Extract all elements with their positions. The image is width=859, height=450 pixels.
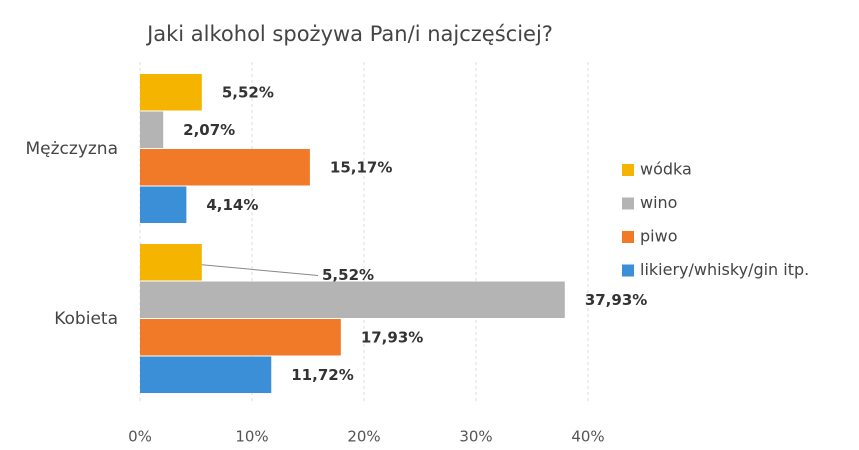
chart-title: Jaki alkohol spożywa Pan/i najczęściej? — [145, 22, 553, 46]
value-label: 37,93% — [585, 291, 647, 309]
bar — [140, 186, 187, 223]
x-tick-label: 30% — [459, 428, 492, 446]
x-tick-label: 40% — [571, 428, 604, 446]
value-label: 11,72% — [291, 366, 353, 384]
bar — [140, 281, 565, 318]
legend-swatch — [622, 264, 634, 277]
value-label: 5,52% — [322, 266, 374, 284]
legend-label: wino — [640, 193, 677, 212]
value-label: 5,52% — [222, 83, 274, 101]
value-label: 2,07% — [183, 121, 235, 139]
value-label: 15,17% — [330, 158, 392, 176]
category-label: Mężczyzna — [26, 139, 119, 159]
bar — [140, 319, 341, 356]
value-label: 17,93% — [361, 328, 423, 346]
legend-label: piwo — [640, 227, 677, 246]
bar — [140, 111, 164, 148]
legend-label: likiery/whisky/gin itp. — [640, 260, 809, 279]
bar — [140, 149, 310, 186]
x-tick-label: 10% — [235, 428, 268, 446]
bar — [140, 244, 202, 281]
category-label: Kobieta — [54, 309, 118, 329]
legend-swatch — [622, 197, 634, 210]
legend-label: wódka — [640, 160, 692, 179]
leader-line — [201, 264, 319, 276]
bar — [140, 74, 202, 111]
value-label: 4,14% — [206, 196, 258, 214]
x-tick-label: 20% — [347, 428, 380, 446]
legend-swatch — [622, 231, 634, 243]
bar — [140, 356, 272, 393]
legend-swatch — [622, 164, 634, 176]
x-tick-label: 0% — [128, 428, 152, 446]
